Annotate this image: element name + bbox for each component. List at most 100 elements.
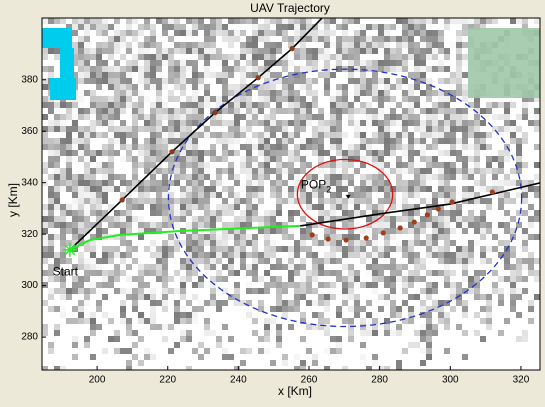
terrain-cell <box>54 234 60 240</box>
terrain-cell <box>318 72 324 78</box>
terrain-cell <box>366 204 372 210</box>
terrain-cell <box>96 324 102 330</box>
terrain-cell <box>186 126 192 132</box>
terrain-cell <box>492 246 498 252</box>
annotation: Start <box>53 265 79 279</box>
terrain-cell <box>282 306 288 312</box>
terrain-cell <box>408 36 414 42</box>
terrain-cell <box>318 168 324 174</box>
terrain-cell <box>162 216 168 222</box>
terrain-cell <box>264 318 270 324</box>
terrain-cell <box>192 252 198 258</box>
terrain-cell <box>42 48 48 54</box>
terrain-cell <box>234 180 240 186</box>
terrain-cell <box>84 246 90 252</box>
terrain-cell <box>138 54 144 60</box>
terrain-cell <box>408 90 414 96</box>
terrain-cell <box>330 270 336 276</box>
terrain-cell <box>84 24 90 30</box>
terrain-cell <box>336 276 342 282</box>
terrain-cell <box>366 24 372 30</box>
terrain-cell <box>354 276 360 282</box>
y-tick-label: 360 <box>21 126 38 137</box>
terrain-cell <box>372 78 378 84</box>
terrain-cell <box>360 246 366 252</box>
terrain-cell <box>360 90 366 96</box>
terrain-cell <box>288 198 294 204</box>
terrain-cell <box>390 282 396 288</box>
terrain-cell <box>168 138 174 144</box>
terrain-cell <box>438 252 444 258</box>
terrain-cell <box>168 96 174 102</box>
terrain-cell <box>246 204 252 210</box>
terrain-cell <box>366 48 372 54</box>
terrain-cell <box>444 162 450 168</box>
terrain-cell <box>114 264 120 270</box>
terrain-cell <box>210 180 216 186</box>
terrain-cell <box>108 156 114 162</box>
terrain-cell <box>438 138 444 144</box>
terrain-cell <box>324 324 330 330</box>
terrain-cell <box>252 162 258 168</box>
terrain-cell <box>228 192 234 198</box>
terrain-cell <box>336 162 342 168</box>
terrain-cell <box>198 162 204 168</box>
terrain-cell <box>174 270 180 276</box>
terrain-cell <box>318 294 324 300</box>
terrain-cell <box>240 240 246 246</box>
terrain-cell <box>204 84 210 90</box>
terrain-cell <box>300 48 306 54</box>
terrain-cell <box>72 102 78 108</box>
terrain-cell <box>204 150 210 156</box>
terrain-cell <box>516 270 522 276</box>
terrain-cell <box>390 60 396 66</box>
terrain-cell <box>240 234 246 240</box>
terrain-cell <box>348 282 354 288</box>
terrain-cell <box>486 18 492 24</box>
terrain-cell <box>72 126 78 132</box>
terrain-cell <box>120 132 126 138</box>
terrain-cell <box>150 30 156 36</box>
terrain-cell <box>180 276 186 282</box>
terrain-cell <box>414 84 420 90</box>
terrain-cell <box>216 306 222 312</box>
terrain-cell <box>408 96 414 102</box>
terrain-cell <box>396 312 402 318</box>
terrain-cell <box>528 234 534 240</box>
terrain-cell <box>246 18 252 24</box>
terrain-cell <box>480 180 486 186</box>
terrain-cell <box>78 228 84 234</box>
terrain-cell <box>222 60 228 66</box>
terrain-cell <box>396 276 402 282</box>
terrain-cell <box>402 228 408 234</box>
terrain-cell <box>216 72 222 78</box>
terrain-cell <box>282 36 288 42</box>
terrain-cell <box>42 222 48 228</box>
terrain-cell <box>90 54 96 60</box>
terrain-cell <box>78 198 84 204</box>
terrain-cell <box>486 222 492 228</box>
terrain-cell <box>492 168 498 174</box>
terrain-cell <box>408 318 414 324</box>
terrain-cell <box>234 246 240 252</box>
terrain-cell <box>150 354 156 360</box>
terrain-cell <box>114 90 120 96</box>
terrain-cell <box>276 210 282 216</box>
terrain-cell <box>414 108 420 114</box>
terrain-cell <box>126 96 132 102</box>
terrain-cell <box>372 264 378 270</box>
terrain-cell <box>174 150 180 156</box>
terrain-cell <box>96 42 102 48</box>
terrain-cell <box>96 72 102 78</box>
terrain-cell <box>246 192 252 198</box>
terrain-cell <box>510 180 516 186</box>
terrain-cell <box>396 48 402 54</box>
terrain-cell <box>438 300 444 306</box>
terrain-cell <box>414 276 420 282</box>
terrain-cell <box>288 162 294 168</box>
terrain-cell <box>432 108 438 114</box>
terrain-cell <box>360 318 366 324</box>
terrain-cell <box>132 156 138 162</box>
terrain-cell <box>48 348 54 354</box>
terrain-cell <box>258 252 264 258</box>
